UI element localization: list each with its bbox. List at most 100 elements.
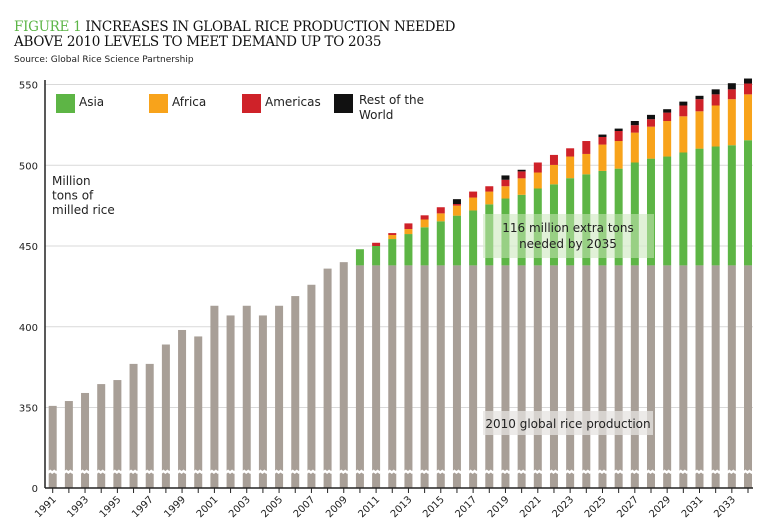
axis-break-mark bbox=[420, 469, 430, 474]
axis-break-mark bbox=[64, 469, 74, 474]
axis-break-mark bbox=[306, 469, 316, 474]
annotation-base-overlay bbox=[483, 411, 653, 435]
bar-segment-asia-2010 bbox=[355, 249, 364, 266]
axis-break-mark bbox=[193, 469, 203, 474]
bar-2010-base-2019 bbox=[501, 265, 510, 488]
bar-segment-africa-2021 bbox=[533, 172, 542, 189]
axis-break-mark bbox=[112, 469, 122, 474]
bar-2010-base-2017 bbox=[469, 265, 478, 488]
x-tick-label: 2029 bbox=[648, 494, 674, 520]
bar-segment-asia-2028 bbox=[646, 158, 655, 266]
y-axis-label: tons of bbox=[52, 189, 94, 203]
bar-segment-rest-of-the-world-2033 bbox=[727, 83, 736, 90]
bar-segment-africa-2033 bbox=[727, 99, 736, 146]
bar-2010-base-2028 bbox=[646, 265, 655, 488]
bar-segment-africa-2034 bbox=[744, 94, 753, 141]
x-tick-label: 2001 bbox=[195, 494, 221, 520]
bar-2010-base-2025 bbox=[598, 265, 607, 488]
axis-break-mark bbox=[581, 469, 591, 474]
bar-2010-base-2010 bbox=[355, 265, 364, 488]
bar-segment-asia-2030 bbox=[679, 152, 688, 266]
bar-historical-1992 bbox=[64, 401, 73, 488]
y-tick-label: 400 bbox=[19, 323, 38, 334]
bar-segment-americas-2034 bbox=[744, 83, 753, 95]
axis-break-mark bbox=[403, 469, 413, 474]
bar-segment-americas-2018 bbox=[485, 186, 494, 192]
bar-2010-base-2015 bbox=[436, 265, 445, 488]
bar-2010-base-2020 bbox=[517, 265, 526, 488]
bar-segment-africa-2022 bbox=[549, 164, 558, 185]
x-tick-label: 2031 bbox=[680, 494, 706, 520]
axis-break-mark bbox=[533, 469, 543, 474]
bar-2010-base-2011 bbox=[372, 265, 381, 488]
x-tick-label: 1993 bbox=[65, 494, 91, 520]
y-axis-label: Million bbox=[52, 174, 91, 188]
bar-segment-americas-2033 bbox=[727, 89, 736, 100]
bar-2010-base-2026 bbox=[614, 265, 623, 488]
axis-break-mark bbox=[242, 469, 252, 474]
bar-segment-americas-2012 bbox=[388, 233, 397, 236]
source-note: Source: Global Rice Science Partnership bbox=[14, 55, 194, 65]
axis-break-mark bbox=[630, 469, 640, 474]
bar-segment-asia-2029 bbox=[663, 156, 672, 266]
bar-segment-rest-of-the-world-2025 bbox=[598, 134, 607, 137]
x-tick-label: 2011 bbox=[356, 494, 382, 520]
axis-break-mark bbox=[209, 469, 219, 474]
bar-segment-asia-2034 bbox=[744, 140, 753, 266]
legend-label: Americas bbox=[265, 95, 321, 109]
bar-historical-1999 bbox=[178, 329, 187, 488]
axis-break-mark bbox=[695, 469, 704, 474]
axis-break-mark bbox=[727, 469, 737, 474]
bar-historical-1994 bbox=[97, 384, 106, 488]
bar-historical-2009 bbox=[339, 262, 348, 488]
legend-label: Rest of the bbox=[359, 93, 424, 107]
bar-segment-asia-2017 bbox=[469, 210, 478, 266]
title-line2: ABOVE 2010 LEVELS TO MEET DEMAND UP TO 2… bbox=[14, 34, 382, 50]
x-tick-label: 2005 bbox=[259, 494, 285, 520]
bar-segment-americas-2031 bbox=[695, 99, 704, 112]
bar-2010-base-2029 bbox=[663, 265, 672, 488]
bar-historical-2000 bbox=[194, 336, 203, 488]
axis-break-mark bbox=[500, 469, 510, 474]
bar-segment-americas-2023 bbox=[566, 148, 575, 157]
bar-segment-asia-2031 bbox=[695, 148, 704, 266]
x-tick-label: 2007 bbox=[292, 494, 318, 520]
x-tick-label: 1991 bbox=[33, 494, 59, 520]
x-tick-label: 2017 bbox=[453, 494, 479, 520]
bar-historical-1996 bbox=[129, 363, 138, 488]
bar-segment-rest-of-the-world-2027 bbox=[630, 120, 639, 126]
bar-segment-africa-2029 bbox=[663, 120, 672, 157]
bar-segment-asia-2033 bbox=[727, 145, 736, 266]
axis-break-mark bbox=[614, 469, 624, 474]
bar-segment-americas-2020 bbox=[517, 171, 526, 179]
bar-segment-rest-of-the-world-2026 bbox=[614, 128, 623, 132]
bar-segment-asia-2032 bbox=[711, 146, 720, 266]
bar-2010-base-2027 bbox=[630, 265, 639, 488]
x-tick-label: 2013 bbox=[389, 494, 415, 520]
legend-label: Asia bbox=[79, 95, 104, 109]
bar-2010-base-2032 bbox=[711, 265, 720, 488]
bar-segment-africa-2032 bbox=[711, 105, 720, 147]
bar-segment-americas-2015 bbox=[436, 207, 445, 214]
axis-break-mark bbox=[387, 469, 397, 474]
axis-break-mark bbox=[678, 469, 688, 474]
bar-historical-2003 bbox=[242, 305, 251, 488]
legend-swatch bbox=[334, 94, 353, 113]
bar-segment-americas-2014 bbox=[420, 215, 429, 220]
bar-segment-africa-2031 bbox=[695, 111, 704, 149]
axis-break-mark bbox=[711, 469, 721, 474]
legend-label: Africa bbox=[172, 95, 206, 109]
bar-historical-1997 bbox=[145, 363, 154, 488]
axis-break-mark bbox=[743, 469, 753, 474]
axis-break-mark bbox=[517, 469, 527, 474]
bar-segment-africa-2027 bbox=[630, 132, 639, 163]
bar-segment-americas-2016 bbox=[452, 204, 461, 206]
bar-segment-americas-2028 bbox=[646, 119, 655, 127]
axis-break-mark bbox=[662, 469, 672, 474]
bar-segment-africa-2016 bbox=[452, 205, 461, 216]
axis-break-mark bbox=[371, 469, 381, 474]
axis-break-mark bbox=[96, 469, 106, 474]
bar-historical-2008 bbox=[323, 268, 332, 488]
legend-item: Americas bbox=[242, 94, 321, 113]
